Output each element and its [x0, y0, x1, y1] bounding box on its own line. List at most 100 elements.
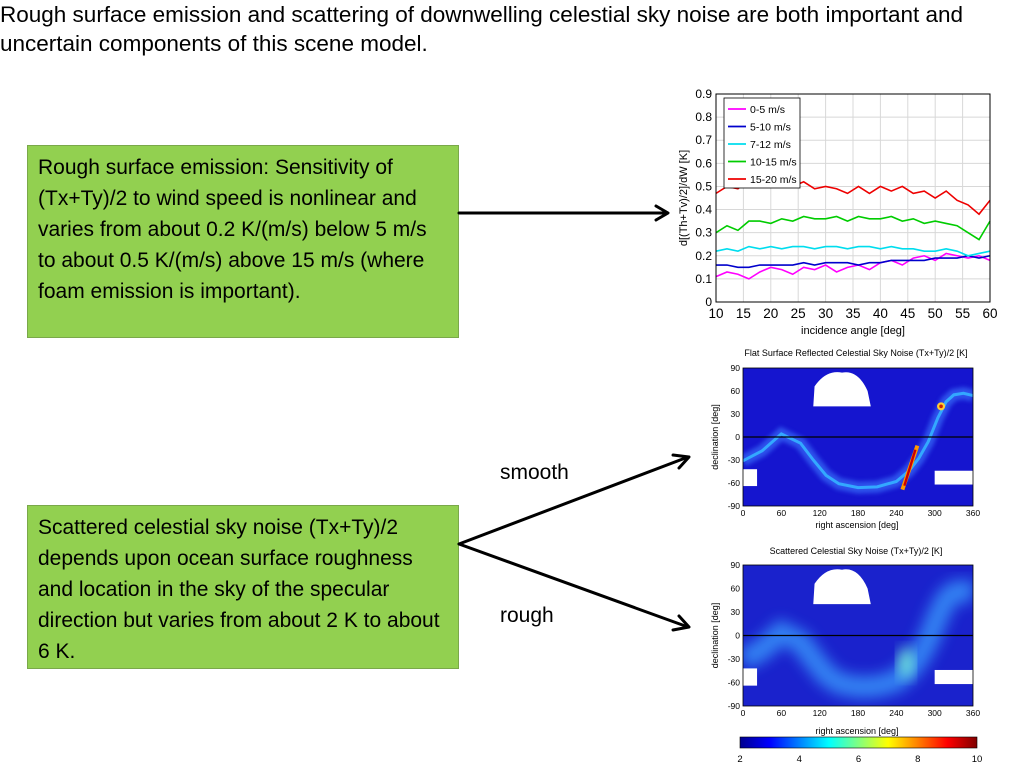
emission-text-box: Rough surface emission: Sensitivity of (…	[27, 145, 459, 338]
secondary-spot-core	[939, 404, 943, 409]
hotspot	[897, 646, 914, 679]
y-tick-label: 0.5	[695, 179, 712, 193]
x-tick-label: 20	[763, 306, 778, 321]
x-tick-label: 300	[928, 508, 942, 518]
x-tick-label: 240	[889, 508, 903, 518]
smooth-label: smooth	[500, 461, 569, 484]
hotspot	[903, 449, 917, 487]
plot-frame	[715, 93, 991, 303]
x-axis-label: incidence angle [deg]	[801, 325, 905, 337]
rough-arrow	[457, 542, 690, 629]
colorbar-gradient	[739, 736, 978, 749]
y-tick-label: 0.6	[695, 156, 712, 170]
map-frame	[742, 564, 974, 707]
x-tick-label: 25	[791, 306, 806, 321]
y-axis-label: declination [deg]	[710, 603, 720, 669]
y-tick-label: 0.1	[695, 272, 712, 286]
colorbar-tick-label: 10	[972, 754, 983, 765]
series-line-10-15-m-s	[715, 215, 991, 241]
colorbar-tick-label: 6	[856, 754, 861, 765]
y-tick-label: 60	[731, 584, 741, 594]
colorbar: 2 4 6 8 10	[737, 736, 983, 765]
y-tick-label: 0.7	[695, 133, 712, 147]
series-line-0-5-m-s	[715, 252, 991, 280]
x-tick-label: 45	[900, 306, 915, 321]
x-tick-label: 55	[955, 306, 970, 321]
rough-arrowhead	[671, 614, 691, 632]
smooth-arrowhead	[671, 453, 691, 470]
galactic-band	[743, 391, 973, 490]
x-tick-label: 240	[889, 708, 903, 718]
flat-surface-sky-noise-map: Flat Surface Reflected Celestial Sky Noi…	[710, 348, 980, 530]
legend-label: 7-12 m/s	[750, 139, 791, 151]
x-tick-label: 360	[966, 708, 980, 718]
y-tick-label: 0	[735, 631, 740, 641]
x-tick-label: 50	[928, 306, 943, 321]
y-tick-label: 30	[731, 607, 741, 617]
x-tick-label: 35	[845, 306, 860, 321]
y-tick-label: -30	[728, 654, 741, 664]
slide-headline: Rough surface emission and scattering of…	[0, 2, 964, 56]
y-tick-label: -30	[728, 455, 741, 465]
x-tick-label: 10	[708, 306, 723, 321]
y-tick-label: 0.2	[695, 249, 712, 263]
map-title: Flat Surface Reflected Celestial Sky Noi…	[744, 348, 967, 358]
x-tick-label: 60	[982, 306, 997, 321]
x-tick-label: 180	[851, 708, 865, 718]
y-tick-label: -90	[728, 501, 741, 511]
series-line-5-10-m-s	[716, 254, 991, 269]
x-axis-label: right ascension [deg]	[815, 520, 898, 530]
y-tick-label: 0.3	[695, 226, 712, 240]
x-tick-label: 0	[741, 708, 746, 718]
y-tick-label: 30	[731, 409, 741, 419]
colorbar-tick-label: 8	[915, 754, 920, 765]
colorbar-tick-label: 4	[797, 754, 802, 765]
x-tick-label: 180	[851, 508, 865, 518]
x-tick-label: 15	[736, 306, 751, 321]
rough-label: rough	[500, 604, 554, 627]
x-tick-label: 40	[873, 306, 888, 321]
masked-region-east	[934, 470, 973, 485]
legend-label: 0-5 m/s	[750, 104, 785, 116]
x-tick-label: 120	[813, 708, 827, 718]
y-axis-label: declination [deg]	[710, 404, 720, 470]
masked-region-west	[743, 469, 758, 487]
legend-box	[723, 97, 801, 189]
legend-label: 10-15 m/s	[750, 157, 797, 169]
y-tick-label: -60	[728, 678, 741, 688]
y-tick-label: -90	[728, 701, 741, 711]
y-tick-label: 60	[731, 386, 741, 396]
masked-region-west	[743, 668, 758, 686]
masked-region-north	[813, 569, 871, 605]
legend-label: 15-20 m/s	[750, 174, 797, 186]
masked-region-east	[934, 669, 973, 685]
x-tick-label: 120	[813, 508, 827, 518]
x-tick-label: 60	[777, 708, 787, 718]
galactic-band	[743, 579, 973, 699]
x-axis-label: right ascension [deg]	[815, 726, 898, 736]
y-tick-label: 0	[735, 432, 740, 442]
x-tick-label: 0	[741, 508, 746, 518]
colorbar-tick-label: 2	[737, 754, 742, 765]
x-tick-label: 300	[928, 708, 942, 718]
y-tick-label: 90	[731, 560, 741, 570]
y-tick-label: 90	[731, 363, 741, 373]
y-tick-label: 0.4	[695, 203, 712, 217]
y-axis-label: d[(Th+Tv)/2]/dW [K]	[678, 150, 690, 246]
scatter-text-box: Scattered celestial sky noise (Tx+Ty)/2 …	[27, 505, 459, 669]
y-tick-label: -60	[728, 478, 741, 488]
map-frame	[742, 367, 974, 507]
legend-label: 5-10 m/s	[750, 122, 791, 134]
map-title: Scattered Celestial Sky Noise (Tx+Ty)/2 …	[770, 546, 943, 556]
y-tick-label: 0	[705, 295, 712, 309]
scattered-sky-noise-map: Scattered Celestial Sky Noise (Tx+Ty)/2 …	[710, 546, 980, 736]
y-tick-label: 0.8	[695, 110, 712, 124]
legend: 0-5 m/s 5-10 m/s 7-12 m/s 10-15 m/s 15-20 m/…	[723, 97, 801, 189]
series-line-7-12-m-s	[715, 245, 991, 257]
smooth-arrow	[457, 455, 690, 546]
x-tick-label: 60	[777, 508, 787, 518]
x-tick-label: 360	[966, 508, 980, 518]
wind-sensitivity-line-chart: 0 0.1 0.2 0.3 0.4 0.5 0.6 0.7 0.8 0.9 10 15 20 25 30 3…	[678, 87, 998, 337]
emission-arrowhead	[654, 204, 670, 222]
